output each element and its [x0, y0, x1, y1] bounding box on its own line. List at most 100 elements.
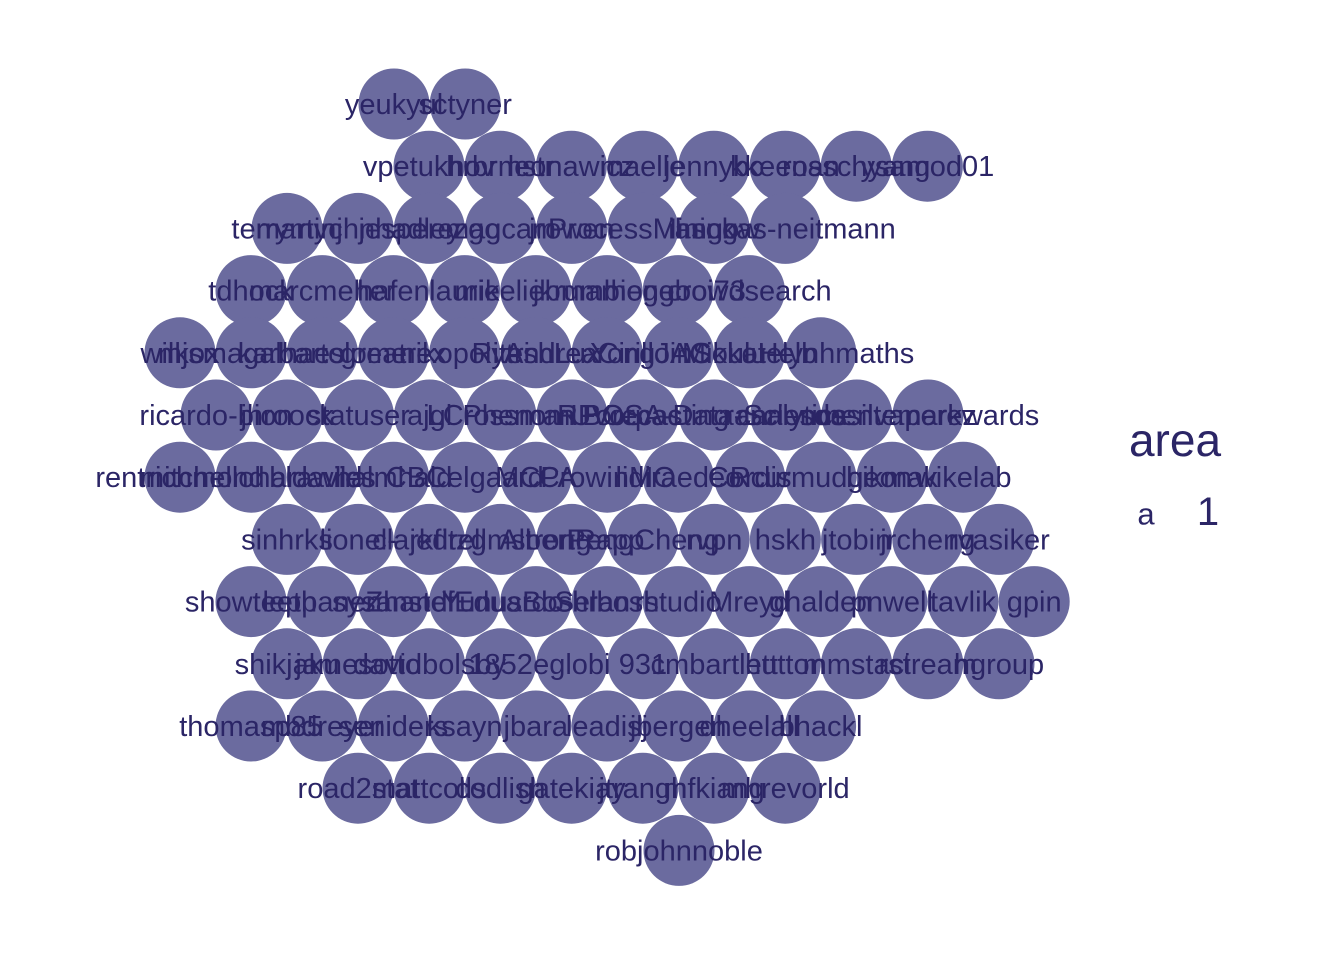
bubble-label: 931	[619, 649, 667, 681]
bubble	[393, 752, 465, 824]
bubble-label: hsokas-neitmann	[675, 213, 896, 245]
bubble	[678, 379, 750, 451]
bubble-label: jennybc	[663, 151, 764, 183]
bubble	[785, 317, 857, 389]
bubble	[322, 503, 394, 575]
bubble-label: mitchelloharawild	[140, 462, 362, 494]
bubble-label: bldavies	[269, 462, 375, 494]
bubble-label: jkrumbiegel	[532, 276, 681, 308]
bubble	[571, 690, 643, 762]
bubble-label: greatrex	[340, 338, 447, 370]
bubble	[322, 379, 394, 451]
bubble-label: Mreyd	[709, 587, 790, 619]
bubble	[215, 690, 287, 762]
bubble	[251, 503, 323, 575]
bubble	[713, 566, 785, 638]
bubble	[464, 752, 536, 824]
bubble	[393, 192, 465, 264]
bubble	[536, 379, 608, 451]
bubble	[465, 503, 537, 575]
bubble-label: Cordis	[708, 462, 792, 494]
bubble-label: codlish	[455, 773, 545, 805]
bubble-label: carlosdasilvaperez	[737, 400, 977, 432]
bubble	[357, 566, 429, 638]
bubble-label: leonawicz	[508, 151, 635, 183]
bubble	[821, 628, 893, 700]
bubble-label: ghalden	[769, 587, 872, 619]
bubble-label: ksayn	[427, 711, 503, 743]
bubble	[429, 690, 501, 762]
bubble-label: CBCelgaard	[386, 462, 544, 494]
bubble	[785, 441, 857, 513]
bubble-label: AndreaCirilloAC	[504, 338, 710, 370]
bubble-label: RForecasting	[557, 400, 729, 432]
bubble-label: mbdreyer	[261, 711, 384, 743]
bubble-label: robjohnnoble	[595, 835, 763, 867]
bubble-label: jrcheng	[879, 524, 975, 556]
bubble	[642, 317, 714, 389]
bubble-label: dheelall	[699, 711, 799, 743]
bubble	[358, 441, 430, 513]
bubble	[286, 566, 358, 638]
bubble	[749, 503, 821, 575]
bubble-label: mattcolls	[372, 773, 486, 805]
bubble-label: wikelab	[914, 462, 1012, 494]
bubble-label: maelle	[600, 151, 685, 183]
bubble	[714, 317, 786, 389]
bubble	[678, 752, 750, 824]
bubble	[215, 255, 287, 327]
bubble-label: ricardo-bion	[139, 400, 292, 432]
bubble	[286, 441, 358, 513]
bubble-label: ranalytics	[724, 400, 847, 432]
bubble	[536, 192, 608, 264]
bubble	[642, 255, 714, 327]
bubble-label: terrymyc	[231, 213, 342, 245]
bubble-label: jbara	[503, 711, 569, 743]
bubble-label: gpin	[1007, 587, 1062, 619]
bubble	[749, 628, 821, 700]
bubble-label: jtobin	[821, 524, 891, 556]
bubble-label: karbartolome	[238, 338, 407, 370]
bubble-label: magcam	[445, 213, 556, 245]
bubble	[642, 566, 714, 638]
bubble-label: MCPA	[495, 462, 577, 494]
bubble	[393, 628, 465, 700]
bubble-label: jamesotto	[294, 649, 421, 681]
bubble	[251, 628, 323, 700]
bubble-label: rstudio	[635, 587, 722, 619]
bubble	[429, 317, 501, 389]
bubble-label: road2stat	[298, 773, 419, 805]
bubble	[251, 192, 323, 264]
bubble	[821, 503, 893, 575]
bubble	[536, 752, 608, 824]
bubble	[607, 503, 679, 575]
bubble	[429, 255, 501, 327]
bubble-label: ZhandiEduardo	[365, 587, 563, 619]
bubble	[963, 628, 1035, 700]
bubble-label: sysanstef	[332, 587, 455, 619]
bubble	[536, 628, 608, 700]
bubble	[607, 130, 679, 202]
bubble-label: rvpn	[686, 524, 742, 556]
bubble	[286, 690, 358, 762]
bubble	[251, 379, 323, 451]
bubble-label: iangow	[668, 213, 761, 245]
bubble	[678, 192, 750, 264]
bubble	[358, 68, 430, 140]
bubble-label: jrowen	[528, 213, 614, 245]
bubble-label: tavlik	[930, 587, 997, 619]
bubble	[892, 628, 964, 700]
bubble	[713, 255, 785, 327]
bubble	[963, 503, 1035, 575]
bubble-label: jbergen	[629, 711, 727, 743]
bubble-label: laurie	[429, 276, 500, 308]
bubble	[571, 566, 643, 638]
bubble-label: ProcessMining	[548, 213, 738, 245]
bubble-label: mhrevorld	[721, 773, 850, 805]
bubble	[785, 690, 857, 762]
bubble	[322, 628, 394, 700]
bubble-label: martinjhnhadley	[256, 213, 461, 245]
bubble	[464, 130, 536, 202]
